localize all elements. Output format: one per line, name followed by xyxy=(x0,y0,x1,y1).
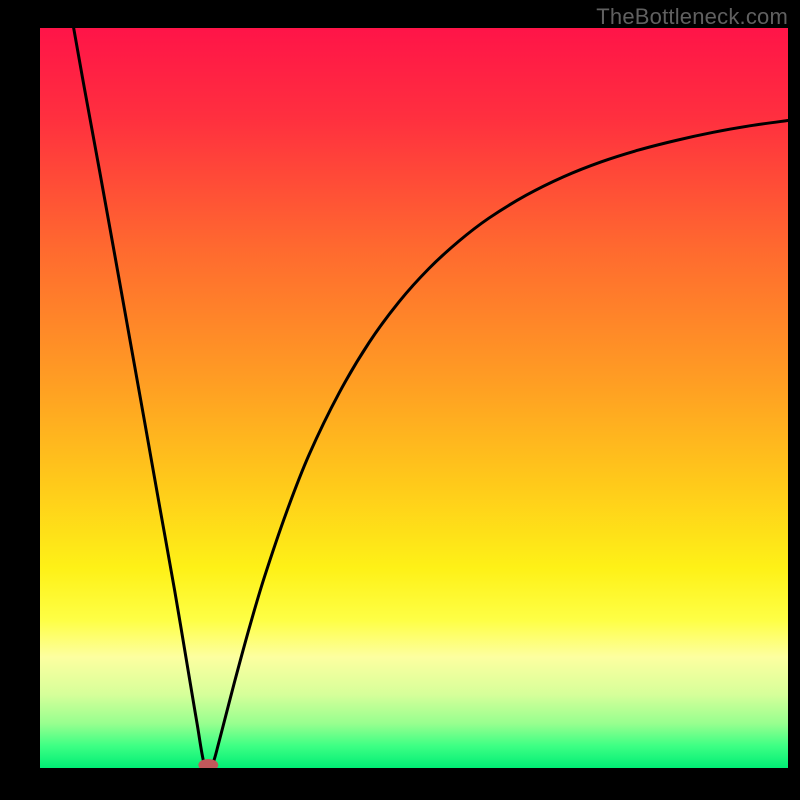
watermark-text: TheBottleneck.com xyxy=(596,4,788,30)
bottleneck-curve-chart xyxy=(40,28,788,768)
plot-area xyxy=(40,28,788,768)
chart-container: { "watermark": "TheBottleneck.com", "cha… xyxy=(0,0,800,800)
